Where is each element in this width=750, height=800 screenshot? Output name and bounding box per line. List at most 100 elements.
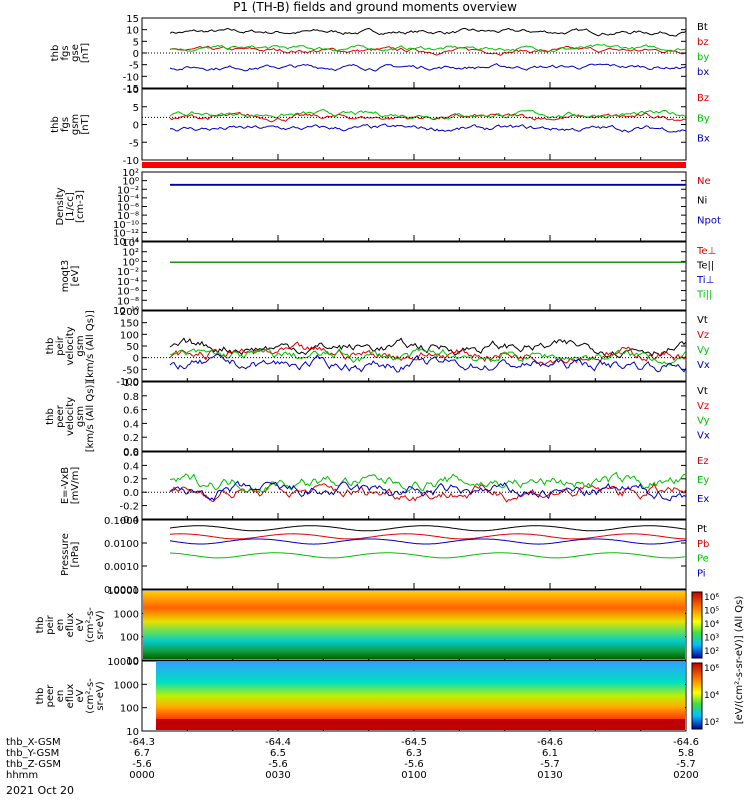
- panel-9-ylabel: en: [55, 690, 66, 703]
- panel-3-ytick-label: 10⁻⁶: [117, 287, 139, 298]
- panel-7-ytick-label: 0.0010: [104, 562, 139, 573]
- panel-1-ylabel: [nT]: [80, 114, 91, 134]
- orbit-tick-3-0: -64.6: [537, 737, 563, 748]
- series-Ey: [169, 471, 687, 493]
- panel-6-ytick-label: 0.2: [123, 475, 139, 486]
- panel-0-ytick-label: -15: [123, 84, 139, 95]
- panel-9-ytick-label: 10: [126, 727, 139, 738]
- panel-7-ytick-label: 0.1000: [104, 516, 139, 527]
- date-label: 2021 Oct 20: [6, 784, 75, 797]
- legend-Vy: Vy: [697, 345, 710, 356]
- panel-4-ytick-label: -100: [116, 377, 139, 388]
- legend-Vy: Vy: [697, 416, 710, 427]
- panel-6-ytick-label: -0.2: [119, 502, 139, 513]
- legend-Vt: Vt: [697, 386, 708, 397]
- orbit-tick-0-2: -5.6: [132, 759, 152, 770]
- legend-Ti||: Ti||: [696, 290, 712, 301]
- legend-Ti⊥: Ti⊥: [696, 275, 714, 286]
- panel-4-ylabel: peir: [55, 335, 66, 355]
- colorbar-9-label: 10⁴: [704, 691, 719, 701]
- orbit-tick-0-1: 6.7: [134, 748, 150, 759]
- panel-2-ytick-label: 10⁻²: [117, 185, 139, 196]
- panel-1-ylabel: gsm: [70, 114, 81, 135]
- orbit-tick-4-2: -5.7: [676, 759, 696, 770]
- series-Pe: [169, 552, 687, 559]
- panel-5-ylabel: thb: [45, 408, 56, 425]
- orbit-tick-3-3: 0130: [537, 770, 562, 781]
- panel-7-ylabel: Pressure: [60, 533, 71, 576]
- panel-5-ylabel: gsm: [75, 406, 86, 427]
- panel-9-ylabel: eflux: [65, 684, 76, 709]
- panel-7-ytick-label: 0.0100: [104, 539, 139, 550]
- panel-5-ytick-label: 0.4: [123, 419, 139, 430]
- panel-4-frame: [141, 310, 687, 382]
- panel-3-ylabel: [eV]: [70, 266, 81, 287]
- panel-4-ylabel: thb: [45, 338, 56, 355]
- panel-2-ylabel: [cm-3]: [75, 190, 86, 223]
- panel-5-ytick-label: 0.0: [123, 447, 139, 458]
- panel-3-ytick-label: 10⁻¹⁰: [113, 306, 139, 317]
- panel-4-ylabel: gsm: [75, 335, 86, 356]
- panel-5-frame: [141, 381, 687, 452]
- legend-Te||: Te||: [696, 261, 714, 272]
- panel-5-ylabel: velocity: [65, 397, 76, 436]
- colorbar-9: [691, 662, 703, 730]
- legend-Vt: Vt: [697, 315, 708, 326]
- series-By: [169, 108, 687, 120]
- orbit-tick-1-1: 6.5: [270, 748, 286, 759]
- orbit-tick-2-3: 0100: [401, 770, 426, 781]
- legend-Pt: Pt: [697, 524, 707, 535]
- colorbar-8-label: 10⁴: [704, 620, 719, 630]
- series-Ex: [169, 480, 687, 502]
- panel-0-ylabel: fgs: [60, 45, 71, 60]
- panel-6-ytick-label: 0.0: [123, 488, 139, 499]
- series-Pi: [169, 538, 687, 545]
- panel-6-ylabel: E=-VxB: [60, 467, 71, 504]
- orbit-tick-2-1: 6.3: [406, 748, 422, 759]
- panel-4-ytick-label: -50: [123, 365, 139, 376]
- panel-4-ylabel: velocity: [65, 326, 76, 365]
- panel-8-ylabel: eflux: [65, 613, 76, 638]
- panel-0-ytick-label: 10: [126, 26, 139, 37]
- panel-8-ylabel: eV: [75, 618, 86, 631]
- legend-Ex: Ex: [697, 494, 709, 505]
- panel-5-ytick-label: 0.8: [123, 392, 139, 403]
- panel-9-ylabel: thb: [35, 688, 46, 705]
- orbit-tick-1-0: -64.4: [265, 737, 291, 748]
- panel-5-ytick-label: 0.2: [123, 433, 139, 444]
- orbit-tick-2-0: -64.5: [401, 737, 427, 748]
- panel-0-ytick-label: -10: [123, 72, 139, 83]
- panel-0-ytick-label: 0: [133, 49, 139, 60]
- panel-8-ylabel: thb: [35, 617, 46, 634]
- colorbar-8: [691, 591, 703, 659]
- colorbar-9-label: 10⁶: [704, 664, 719, 674]
- panel-0-ylabel: [nT]: [80, 43, 91, 63]
- panel-1-ytick-label: -10: [123, 156, 139, 167]
- panel-2-ylabel: [1/cc]: [65, 192, 76, 221]
- legend-Vz: Vz: [697, 401, 709, 412]
- orbit-tick-4-0: -64.6: [673, 737, 699, 748]
- panel-2-ytick-label: 10⁻⁴: [117, 194, 139, 205]
- panel-3-ytick-label: 10⁴: [122, 238, 139, 249]
- orbit-tick-1-2: -5.6: [268, 759, 288, 770]
- legend-Npot: Npot: [697, 215, 721, 226]
- panel-5-ylabel: [km/s (All Qs)]: [85, 381, 96, 453]
- plot-title: P1 (TH-B) fields and ground moments over…: [233, 0, 517, 14]
- panel-9-ytick-label: 100: [120, 704, 139, 715]
- orbit-label-2: thb_Z-GSM: [6, 759, 61, 770]
- legend-bz: bz: [697, 37, 709, 48]
- panel-2-ytick-label: 10⁻¹⁴: [113, 237, 139, 248]
- series-Pb: [169, 533, 686, 540]
- panel-4-ytick-label: 150: [120, 319, 139, 330]
- series-by: [169, 43, 687, 53]
- panel-5-ytick-label: 0.6: [123, 406, 139, 417]
- legend-Bx: Bx: [697, 134, 710, 145]
- legend-bx: bx: [697, 67, 709, 78]
- legend-By: By: [697, 113, 710, 124]
- panel-5-ylabel: peer: [55, 404, 66, 428]
- series-Vy: [169, 347, 687, 366]
- panel-9-ytick-label: 1000: [114, 680, 139, 691]
- panel-2-ytick-label: 10⁰: [122, 177, 139, 188]
- panel-9-heatmap: [156, 662, 685, 730]
